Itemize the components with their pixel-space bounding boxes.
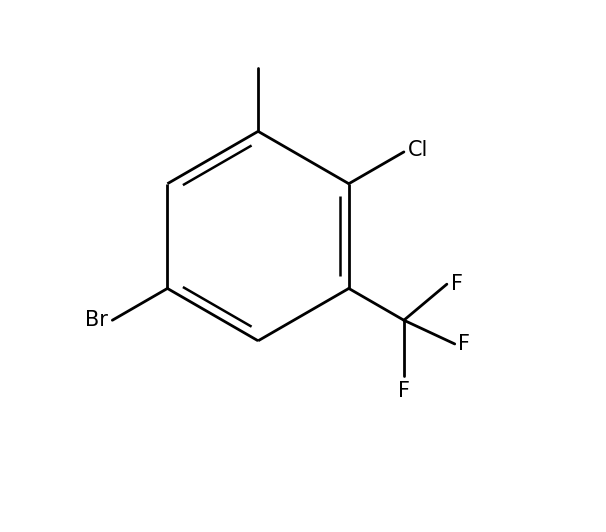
Text: Cl: Cl (408, 140, 429, 161)
Text: Br: Br (85, 310, 108, 330)
Text: F: F (459, 334, 470, 354)
Text: F: F (398, 381, 410, 401)
Text: F: F (451, 274, 462, 294)
